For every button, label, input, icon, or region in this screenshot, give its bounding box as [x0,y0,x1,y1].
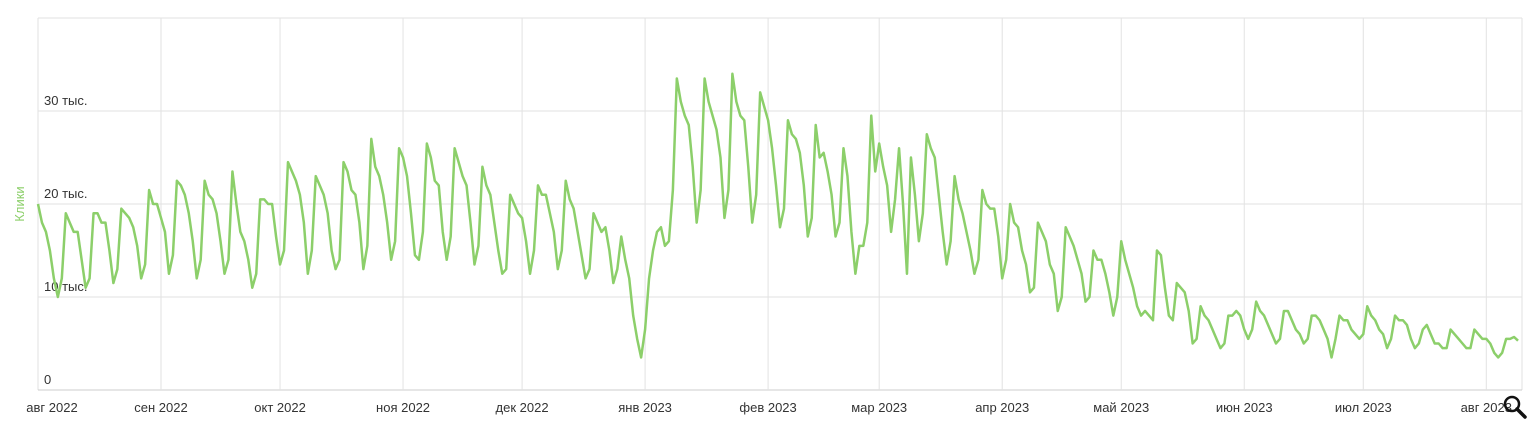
x-tick-label: май 2023 [1093,400,1149,415]
x-tick-label: дек 2022 [496,400,549,415]
y-tick-label: 10 тыс. [44,279,87,294]
x-tick-label: авг 2023 [1461,400,1512,415]
x-tick-label: июн 2023 [1216,400,1273,415]
y-tick-label: 30 тыс. [44,93,87,108]
zoom-icon[interactable] [1503,395,1527,419]
x-tick-label: окт 2022 [254,400,306,415]
x-tick-label: сен 2022 [134,400,187,415]
x-tick-label: янв 2023 [618,400,672,415]
data-line [36,72,1519,359]
x-tick-label: апр 2023 [975,400,1029,415]
y-axis-label: Клики [12,186,27,221]
x-tick-label: мар 2023 [851,400,907,415]
x-tick-label: июл 2023 [1335,400,1392,415]
x-tick-label: ноя 2022 [376,400,430,415]
x-tick-label: авг 2022 [26,400,77,415]
x-tick-label: фев 2023 [739,400,796,415]
zoom-lens[interactable] [1503,395,1521,413]
y-tick-label: 0 [44,372,51,387]
zoom-handle[interactable] [1515,407,1527,419]
y-tick-label: 20 тыс. [44,186,87,201]
